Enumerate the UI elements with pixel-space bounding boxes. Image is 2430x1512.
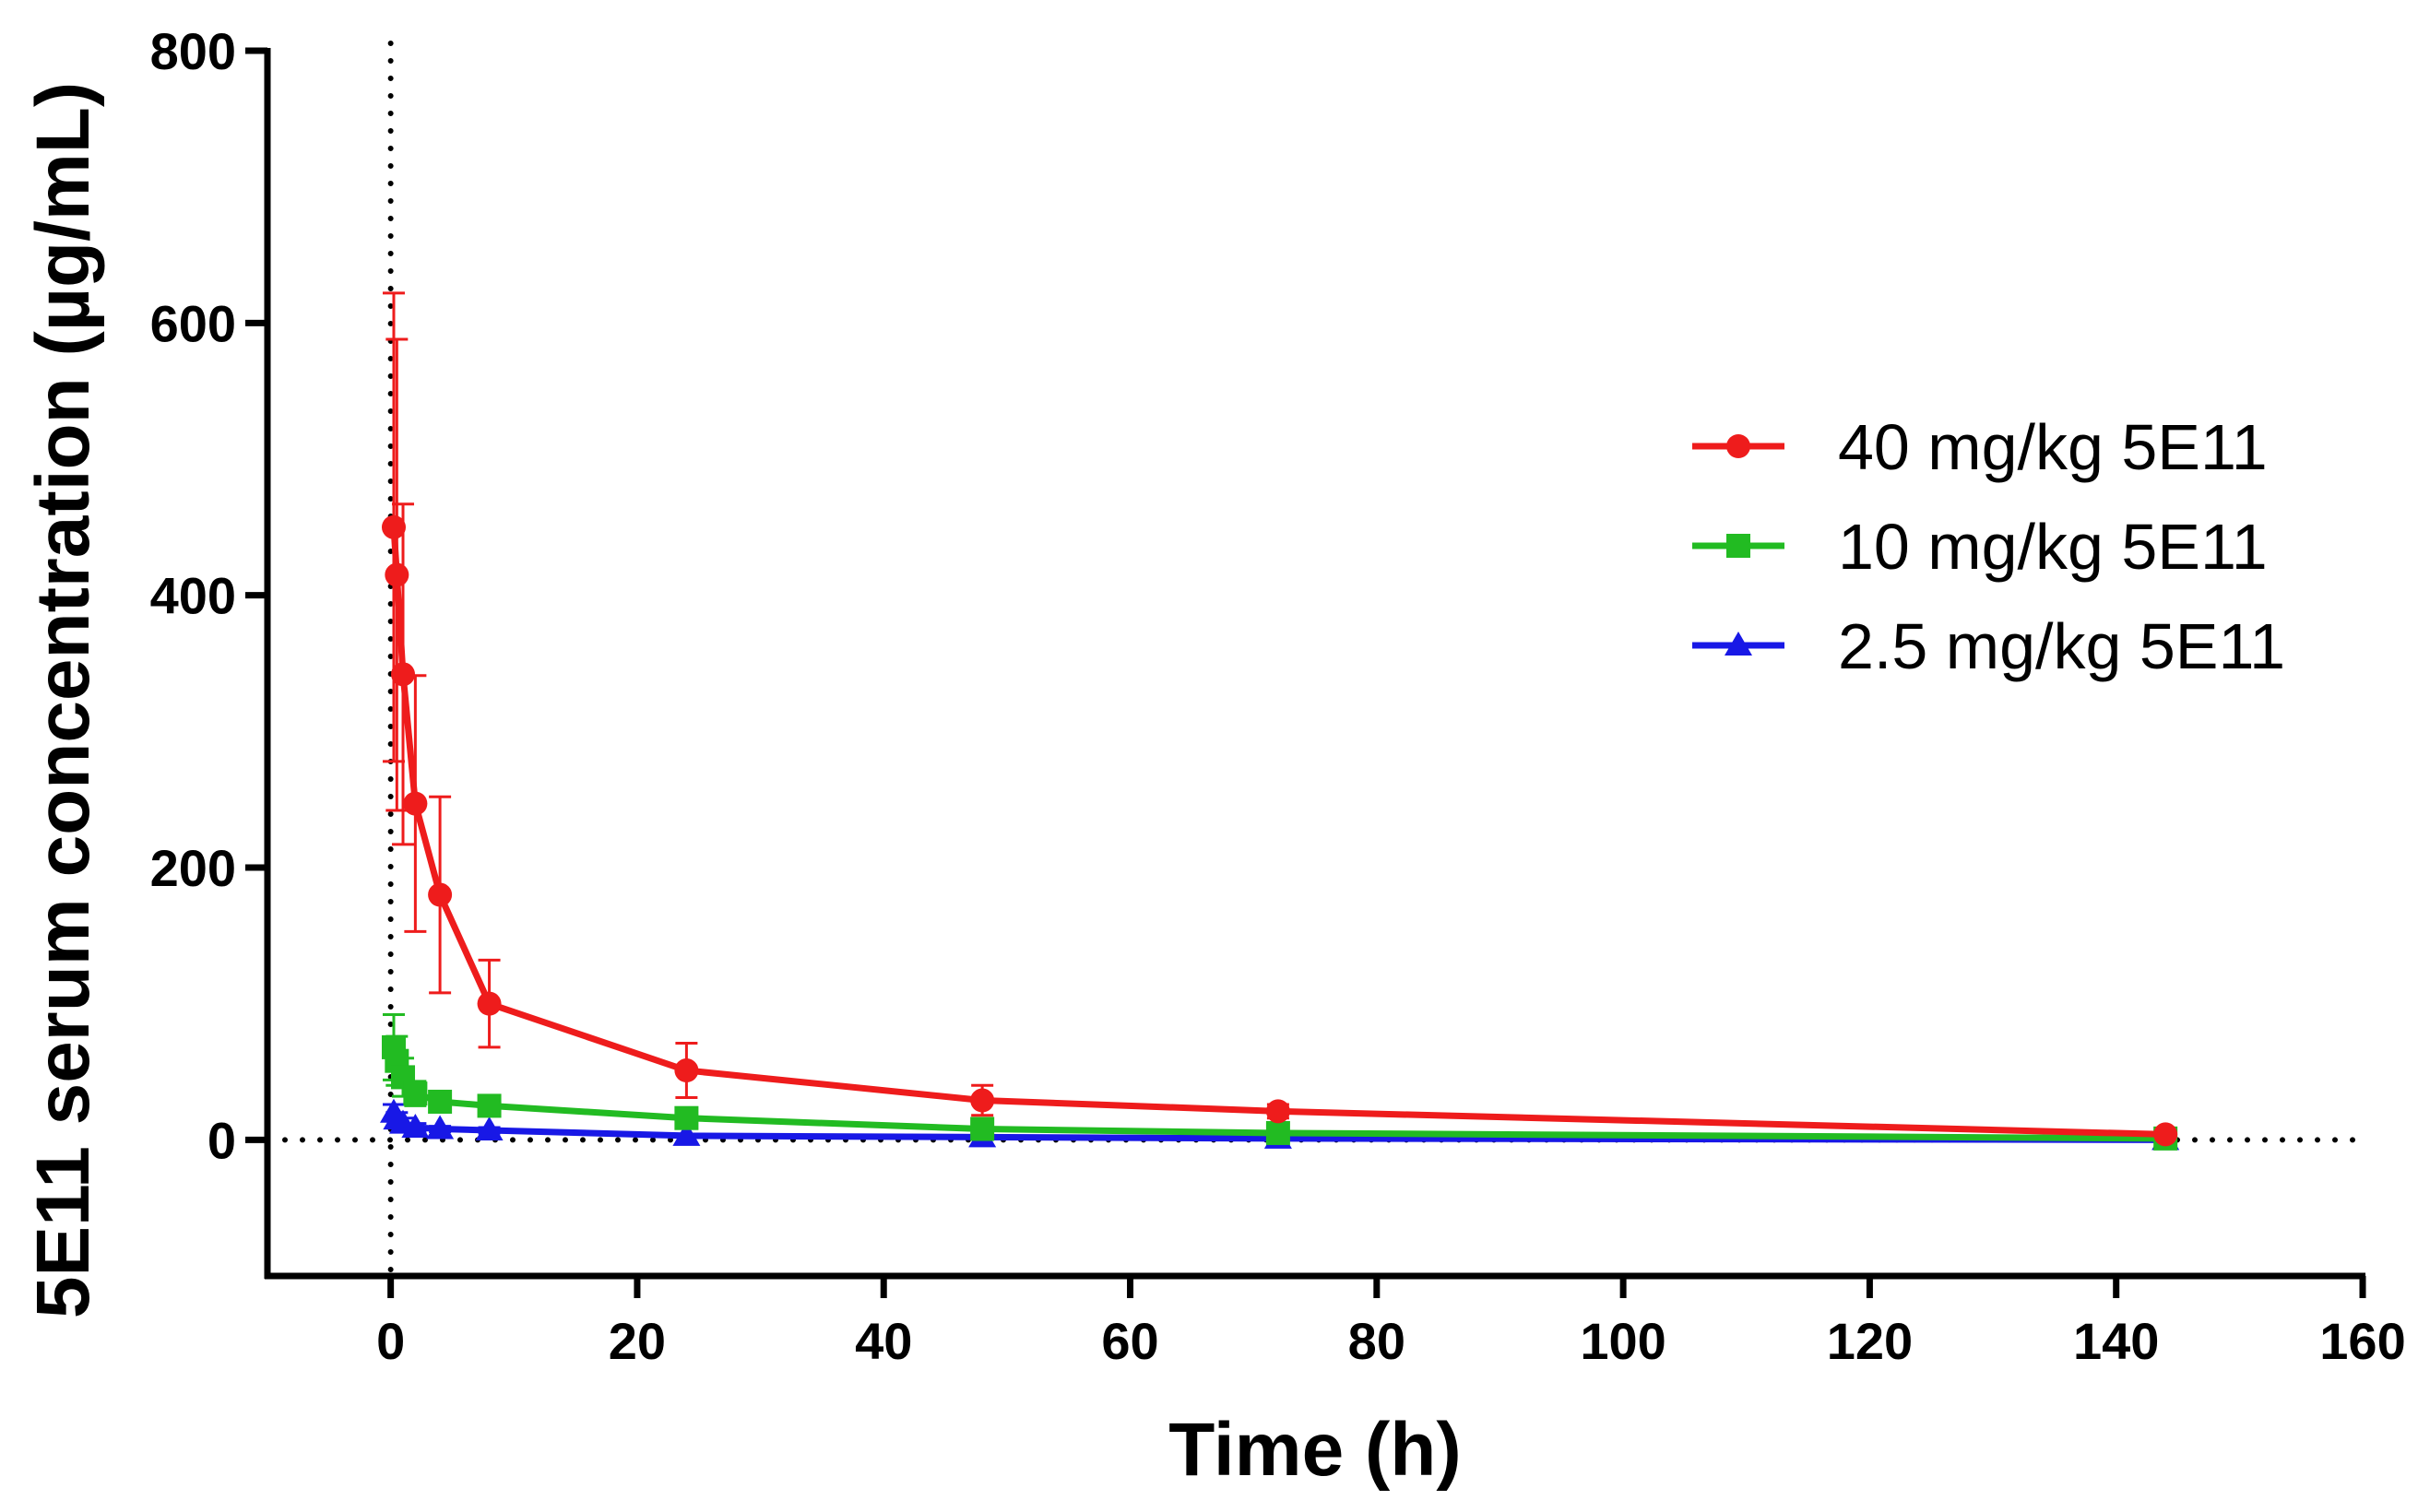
data-point: [385, 562, 409, 587]
legend-marker: [1726, 534, 1750, 558]
data-point: [403, 791, 428, 816]
y-tick-label: 800: [150, 22, 236, 80]
legend-label: 10 mg/kg 5E11: [1838, 511, 2268, 583]
x-tick-label: 120: [1827, 1312, 1913, 1370]
reference-lines: [265, 41, 2365, 1279]
legend-marker: [1726, 434, 1750, 458]
x-tick-label: 0: [376, 1312, 405, 1370]
legend: 40 mg/kg 5E11 10 mg/kg 5E11 2.5 mg/kg 5E11: [1692, 411, 2285, 682]
data-point: [428, 882, 453, 907]
data-point: [2153, 1122, 2178, 1147]
data-point: [674, 1058, 699, 1083]
data-point: [1265, 1120, 1290, 1145]
axes: [264, 48, 2365, 1280]
data-point: [672, 1121, 701, 1146]
data-point: [391, 662, 416, 687]
y-tick-label: 200: [150, 839, 236, 897]
y-tick-label: 0: [207, 1111, 236, 1169]
series-circle: [381, 291, 2178, 1147]
y-tick-label: 600: [150, 294, 236, 352]
data-point: [381, 514, 406, 539]
x-axis-title: Time (h): [1168, 1408, 1461, 1492]
x-tick-label: 40: [855, 1312, 912, 1370]
x-tick-label: 20: [609, 1312, 666, 1370]
x-tick-label: 60: [1101, 1312, 1158, 1370]
data-point: [970, 1088, 995, 1113]
data-point: [403, 1081, 428, 1106]
data-point: [674, 1105, 699, 1130]
data-point: [477, 1093, 502, 1118]
data-point: [401, 1114, 430, 1139]
data-point: [475, 1116, 504, 1140]
x-tick-label: 140: [2073, 1312, 2159, 1370]
data-point: [426, 1115, 455, 1140]
x-tick-label: 80: [1348, 1312, 1405, 1370]
data-point: [970, 1116, 995, 1141]
legend-label: 2.5 mg/kg 5E11: [1838, 610, 2285, 682]
data-point: [428, 1089, 453, 1114]
legend-label: 40 mg/kg 5E11: [1838, 411, 2268, 483]
legend-item: 2.5 mg/kg 5E11: [1692, 610, 2285, 682]
legend-marker: [1725, 632, 1752, 656]
y-axis-title: 5E11 serum concentration (µg/mL): [21, 82, 105, 1318]
x-ticks: 0 20 40 60 80 100 120 140 160: [376, 1276, 2406, 1370]
x-tick-label: 100: [1580, 1312, 1665, 1370]
y-tick-label: 400: [150, 567, 236, 625]
x-tick-label: 160: [2319, 1312, 2405, 1370]
legend-item: 10 mg/kg 5E11: [1692, 511, 2268, 583]
data-point: [1265, 1099, 1290, 1124]
series-layer: [379, 291, 2180, 1151]
data-point: [477, 991, 502, 1016]
y-ticks: 0 200 400 600 800: [150, 22, 267, 1169]
legend-item: 40 mg/kg 5E11: [1692, 411, 2268, 483]
series-line: [390, 526, 2166, 1138]
